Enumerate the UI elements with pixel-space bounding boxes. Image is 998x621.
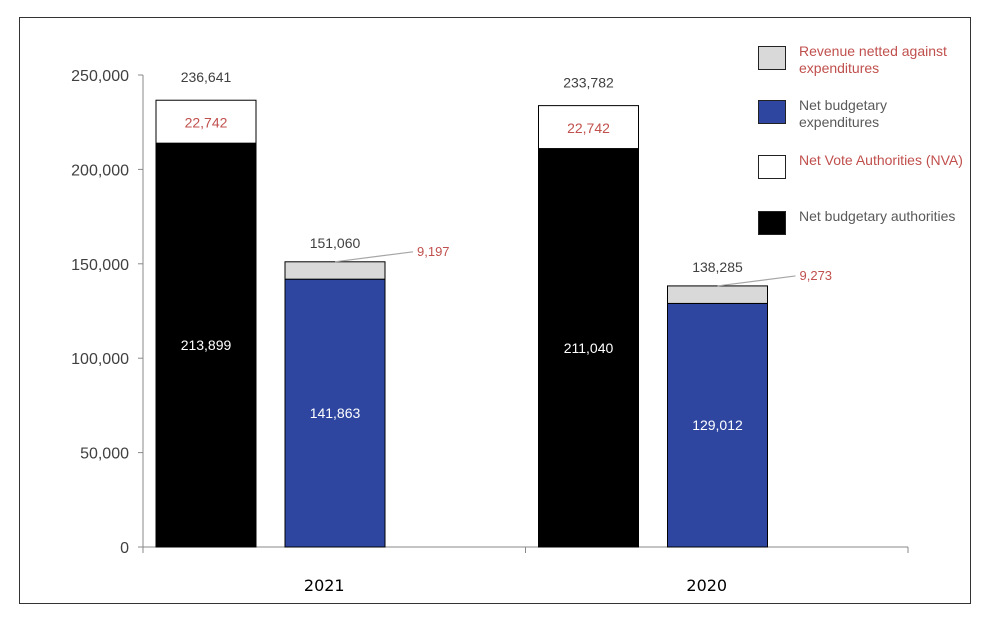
legend-label-nva: Net Vote Authorities (NVA) [799,152,963,168]
bar-net-budgetary-authorities [538,148,639,548]
bar-net-vote-authorities [538,105,639,150]
y-tick-label: 250,000 [71,68,129,85]
data-label-authorities: 211,040 [564,340,614,356]
leader-line [334,251,414,263]
legend-swatch-expenditures [758,100,786,124]
data-label-expenditures-total: 151,060 [310,235,361,251]
data-label-authorities-total: 236,641 [181,69,232,85]
legend-label-authorities: Net budgetary authorities [799,208,956,224]
y-tick-label: 200,000 [71,162,129,179]
legend-label-expenditures: Net budgetary expenditures [799,97,887,130]
y-tick-label: 150,000 [71,257,129,274]
data-label-expenditures: 129,012 [692,417,743,433]
y-tick-label: 100,000 [71,351,129,368]
data-label-revenue: 9,197 [417,244,450,259]
legend-swatch-authorities [758,211,786,235]
chart-frame [19,17,971,604]
data-label-nva: 22,742 [567,120,610,136]
data-label-authorities: 213,899 [181,337,232,353]
legend-swatch-nva [758,155,786,179]
data-label-expenditures-total: 138,285 [692,259,743,275]
leader-line [717,275,796,287]
data-label-revenue: 9,273 [800,268,833,283]
y-tick-label: 50,000 [80,446,129,463]
x-tick-label: 2020 [686,576,727,595]
bar-net-budgetary-expenditures [284,278,386,548]
data-label-authorities-total: 233,782 [563,75,614,91]
y-tick-label: 0 [120,540,129,557]
data-label-nva: 22,742 [185,115,228,131]
data-label-expenditures: 141,863 [310,405,361,421]
bar-net-budgetary-authorities [155,142,257,548]
x-tick-label: 2021 [304,576,345,595]
bar-revenue-netted [284,261,386,280]
bar-revenue-netted [667,285,768,304]
legend-swatch-revenue [758,46,786,70]
legend-label-revenue: Revenue netted against expenditures [799,43,947,76]
bar-net-vote-authorities [155,99,257,144]
